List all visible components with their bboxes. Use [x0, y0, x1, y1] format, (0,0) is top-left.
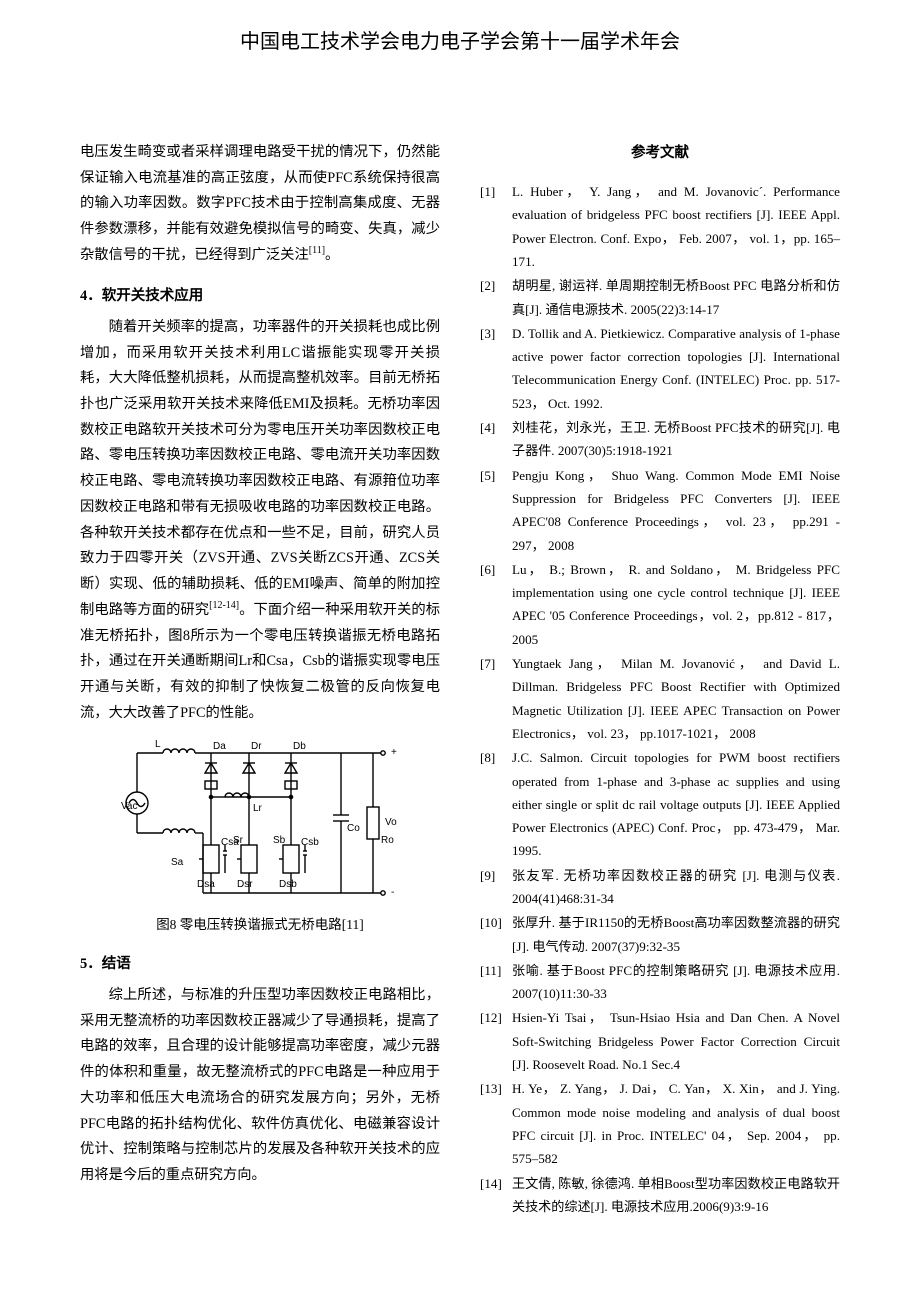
reference-item: [13]H. Ye， Z. Yang， J. Dai， C. Yan， X. X… [480, 1077, 840, 1170]
reference-number: [13] [480, 1077, 512, 1170]
reference-text: 胡明星, 谢运祥. 单周期控制无桥Boost PFC 电路分析和仿真[J]. 通… [512, 274, 840, 321]
reference-text: 张喻. 基于Boost PFC的控制策略研究 [J]. 电源技术应用. 2007… [512, 959, 840, 1006]
references-heading: 参考文献 [480, 140, 840, 166]
page-header: 中国电工技术学会电力电子学会第十一届学术年会 [80, 24, 840, 60]
reference-number: [8] [480, 746, 512, 862]
lbl-Dsb: Dsb [279, 879, 297, 890]
reference-text: J.C. Salmon. Circuit topologies for PWM … [512, 746, 840, 862]
reference-number: [4] [480, 416, 512, 463]
reference-text: L. Huber， Y. Jang， and M. Jovanovic´. Pe… [512, 180, 840, 273]
lbl-Co: Co [347, 823, 360, 834]
lbl-Lr: Lr [253, 803, 263, 814]
lbl-vac: Vac [121, 801, 138, 812]
reference-number: [3] [480, 322, 512, 415]
reference-number: [5] [480, 464, 512, 557]
sec4-tail: 。下面介绍一种采用软开关的标准无桥拓扑，图8所示为一个零电压转换谐振无桥电路拓扑… [80, 602, 440, 721]
reference-number: [10] [480, 911, 512, 958]
reference-text: Hsien-Yi Tsai， Tsun-Hsiao Hsia and Dan C… [512, 1006, 840, 1076]
lbl-Ro: Ro [381, 835, 394, 846]
reference-number: [11] [480, 959, 512, 1006]
lbl-Da: Da [213, 741, 226, 752]
reference-text: 刘桂花，刘永光，王卫. 无桥Boost PFC技术的研究[J]. 电子器件. 2… [512, 416, 840, 463]
lbl-Sb: Sb [273, 835, 286, 846]
reference-item: [8]J.C. Salmon. Circuit topologies for P… [480, 746, 840, 862]
section-5-paragraph: 综上所述，与标准的升压型功率因数校正电路相比，采用无整流桥的功率因数校正器减少了… [80, 983, 440, 1189]
lbl-Vo: Vo [385, 817, 397, 828]
reference-text: 张友军. 无桥功率因数校正器的研究 [J]. 电测与仪表. 2004(41)46… [512, 864, 840, 911]
reference-item: [5]Pengju Kong， Shuo Wang. Common Mode E… [480, 464, 840, 557]
circuit-svg: Vac L Da Dr Db Lr Co Vo Ro Sa Dsa Csa Sr… [115, 737, 405, 907]
figure-8-circuit: Vac L Da Dr Db Lr Co Vo Ro Sa Dsa Csa Sr… [115, 737, 405, 907]
lbl-plus: + [391, 747, 397, 758]
reference-number: [6] [480, 558, 512, 651]
references-list: [1]L. Huber， Y. Jang， and M. Jovanovic´.… [480, 180, 840, 1218]
reference-item: [7]Yungtaek Jang， Milan M. Jovanović， an… [480, 652, 840, 745]
reference-text: Pengju Kong， Shuo Wang. Common Mode EMI … [512, 464, 840, 557]
reference-item: [9]张友军. 无桥功率因数校正器的研究 [J]. 电测与仪表. 2004(41… [480, 864, 840, 911]
right-column: 参考文献 [1]L. Huber， Y. Jang， and M. Jovano… [480, 140, 840, 1219]
reference-item: [1]L. Huber， Y. Jang， and M. Jovanovic´.… [480, 180, 840, 273]
reference-number: [7] [480, 652, 512, 745]
reference-number: [14] [480, 1172, 512, 1219]
intro-paragraph: 电压发生畸变或者采样调理电路受干扰的情况下，仍然能保证输入电流基准的高正弦度，从… [80, 140, 440, 269]
reference-item: [2]胡明星, 谢运祥. 单周期控制无桥Boost PFC 电路分析和仿真[J]… [480, 274, 840, 321]
section-4-heading: 4．软开关技术应用 [80, 283, 440, 309]
reference-item: [3]D. Tollik and A. Pietkiewicz. Compara… [480, 322, 840, 415]
reference-text: Lu， B.; Brown， R. and Soldano， M. Bridge… [512, 558, 840, 651]
figure-8-caption: 图8 零电压转换谐振式无桥电路[11] [80, 913, 440, 937]
sec4-citation: [12-14] [209, 600, 239, 611]
lbl-Dr: Dr [251, 741, 262, 752]
lbl-Db: Db [293, 741, 306, 752]
sec4-text: 随着开关频率的提高，功率器件的开关损耗也成比例增加，而采用软开关技术利用LC谐振… [80, 319, 440, 618]
lbl-Sr: Sr [233, 835, 244, 846]
intro-citation: [11] [309, 245, 325, 256]
reference-item: [14]王文倩, 陈敏, 徐德鸿. 单相Boost型功率因数校正电路软开关技术的… [480, 1172, 840, 1219]
reference-text: D. Tollik and A. Pietkiewicz. Comparativ… [512, 322, 840, 415]
reference-item: [12]Hsien-Yi Tsai， Tsun-Hsiao Hsia and D… [480, 1006, 840, 1076]
lbl-Csb: Csb [301, 837, 319, 848]
reference-item: [10]张厚升. 基于IR1150的无桥Boost高功率因数整流器的研究[J].… [480, 911, 840, 958]
reference-text: H. Ye， Z. Yang， J. Dai， C. Yan， X. Xin， … [512, 1077, 840, 1170]
reference-number: [9] [480, 864, 512, 911]
reference-number: [2] [480, 274, 512, 321]
lbl-minus: - [391, 887, 394, 898]
section-5-heading: 5．结语 [80, 951, 440, 977]
intro-tail: 。 [325, 247, 339, 263]
two-column-layout: 电压发生畸变或者采样调理电路受干扰的情况下，仍然能保证输入电流基准的高正弦度，从… [80, 140, 840, 1219]
reference-number: [1] [480, 180, 512, 273]
lbl-Dsa: Dsa [197, 879, 215, 890]
reference-text: Yungtaek Jang， Milan M. Jovanović， and D… [512, 652, 840, 745]
lbl-Dsr: Dsr [237, 879, 253, 890]
left-column: 电压发生畸变或者采样调理电路受干扰的情况下，仍然能保证输入电流基准的高正弦度，从… [80, 140, 440, 1219]
reference-item: [11]张喻. 基于Boost PFC的控制策略研究 [J]. 电源技术应用. … [480, 959, 840, 1006]
lbl-Sa: Sa [171, 857, 184, 868]
section-4-paragraph: 随着开关频率的提高，功率器件的开关损耗也成比例增加，而采用软开关技术利用LC谐振… [80, 315, 440, 727]
lbl-L: L [155, 739, 161, 750]
intro-text: 电压发生畸变或者采样调理电路受干扰的情况下，仍然能保证输入电流基准的高正弦度，从… [80, 144, 440, 263]
reference-item: [6]Lu， B.; Brown， R. and Soldano， M. Bri… [480, 558, 840, 651]
reference-number: [12] [480, 1006, 512, 1076]
reference-text: 王文倩, 陈敏, 徐德鸿. 单相Boost型功率因数校正电路软开关技术的综述[J… [512, 1172, 840, 1219]
reference-text: 张厚升. 基于IR1150的无桥Boost高功率因数整流器的研究[J]. 电气传… [512, 911, 840, 958]
reference-item: [4]刘桂花，刘永光，王卫. 无桥Boost PFC技术的研究[J]. 电子器件… [480, 416, 840, 463]
